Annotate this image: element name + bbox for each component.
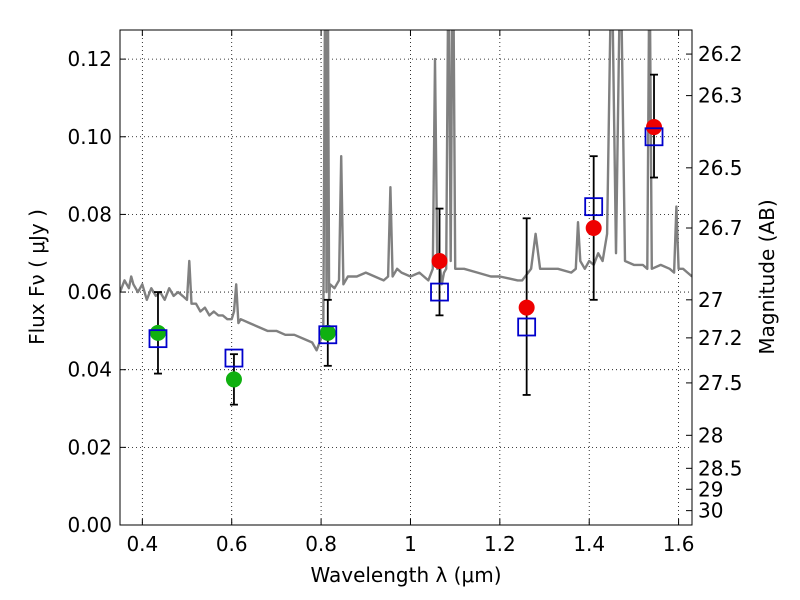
- red-data-point: [646, 119, 663, 136]
- red-data-point: [585, 220, 602, 236]
- y-tick-label: 0.08: [67, 202, 112, 226]
- right-tick-label: 28: [698, 423, 723, 447]
- right-tick-label: 26.3: [698, 84, 743, 108]
- right-tick-label: 30: [698, 499, 723, 523]
- red-data-point: [431, 253, 448, 269]
- x-tick-label: 1.4: [573, 532, 605, 556]
- right-tick-label: 26.2: [698, 42, 743, 66]
- y-tick-label: 0.12: [67, 47, 112, 71]
- data-markers: [148, 73, 664, 406]
- right-tick-label: 27.5: [698, 371, 743, 395]
- model-square-marker: [148, 329, 168, 349]
- right-tick-label: 29: [698, 477, 723, 501]
- y-tick-label: 0.00: [67, 513, 112, 537]
- green-data-point: [149, 324, 166, 341]
- green-data-point: [225, 371, 242, 388]
- model-square-marker: [430, 282, 449, 302]
- y-tick-label: 0.10: [67, 125, 112, 149]
- y-axis-title: Flux Fν ( μJy ): [25, 209, 49, 345]
- x-tick-label: 0.6: [216, 532, 248, 556]
- model-square-marker: [318, 325, 338, 345]
- y-axis-right-title: Magnitude (AB): [755, 199, 779, 354]
- x-axis-title: Wavelength λ (μm): [310, 563, 501, 587]
- plot-area: [120, 30, 692, 352]
- green-data-point: [319, 324, 336, 341]
- right-tick-label: 27: [698, 288, 723, 312]
- y-tick-label: 0.02: [67, 435, 112, 459]
- right-tick-label: 26.5: [698, 156, 743, 180]
- right-tick-label: 28.5: [698, 456, 743, 480]
- x-tick-label: 0.8: [305, 532, 337, 556]
- y-tick-label: 0.06: [67, 280, 112, 304]
- right-tick-label: 27.2: [698, 326, 743, 350]
- model-square-marker: [644, 127, 664, 147]
- grid-lines: [120, 30, 692, 526]
- x-tick-label: 0.4: [126, 532, 158, 556]
- model-square-marker: [224, 348, 244, 368]
- x-tick-label: 1.2: [484, 532, 516, 556]
- x-tick-label: 1: [404, 532, 417, 556]
- axis-ticks: 0.4 0.6 0.8 1 1.2 1.4 1.6 0.00 0.02 0.04 0.06 0.08 0…: [67, 30, 743, 556]
- right-tick-label: 26.7: [698, 216, 743, 240]
- y-tick-label: 0.04: [67, 358, 112, 382]
- model-square-marker: [584, 197, 604, 217]
- x-tick-label: 1.6: [663, 532, 695, 556]
- red-data-point: [518, 299, 535, 316]
- spectrum-line: [120, 30, 692, 352]
- plot-frame: [119, 29, 693, 526]
- model-square-marker: [517, 317, 537, 337]
